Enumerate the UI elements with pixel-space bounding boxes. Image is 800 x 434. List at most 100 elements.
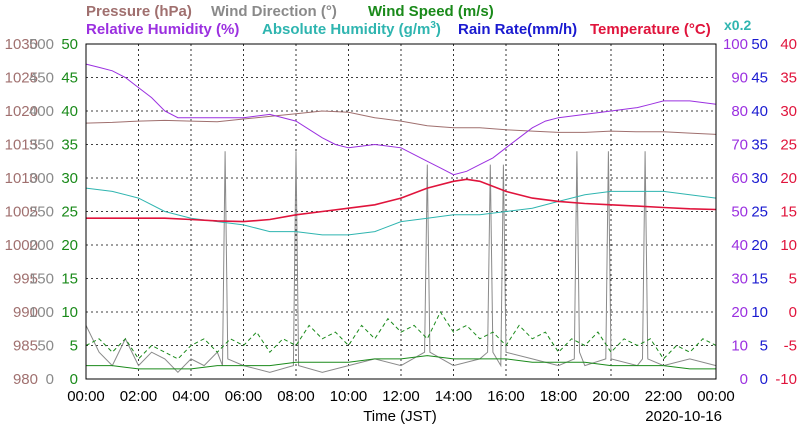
y-tick-label-temperature: -5 [784, 338, 797, 355]
x-axis-labels: 00:00 02:00 04:00 06:00 08:00 10:00 12:00 14:00… [67, 388, 735, 405]
y-tick-label-pressure: 1010 [5, 170, 38, 187]
y-tick-label-rain-rate: 10 [751, 304, 768, 321]
y-tick-label-relative-humidity: 50 [731, 204, 748, 221]
plot-frame [85, 43, 717, 380]
y-tick-label-relative-humidity: 10 [731, 338, 748, 355]
x-tick-label: 06:00 [225, 388, 263, 405]
y-tick-label-rain-rate: 25 [751, 204, 768, 221]
y-tick-label-relative-humidity: 100 [723, 36, 748, 53]
x-axis-title: Time (JST) [363, 408, 437, 425]
y-tick-label-wind-speed: 35 [61, 137, 78, 154]
y-tick-label-temperature: 10 [780, 237, 797, 254]
y-tick-label-wind-direction: 50 [37, 338, 54, 355]
x-tick-label: 02:00 [120, 388, 158, 405]
y-tick-label-relative-humidity: 70 [731, 137, 748, 154]
y-tick-label-pressure: 990 [13, 304, 38, 321]
y-tick-label-pressure: 1000 [5, 237, 38, 254]
y-tick-label-pressure: 1015 [5, 137, 38, 154]
y-tick-label-pressure: 1025 [5, 70, 38, 87]
y-tick-label-relative-humidity: 20 [731, 304, 748, 321]
y-tick-label-rain-rate: 15 [751, 271, 768, 288]
x-tick-label: 22:00 [645, 388, 683, 405]
y-tick-label-wind-direction: 250 [29, 204, 54, 221]
y-tick-label-wind-speed: 40 [61, 103, 78, 120]
y-tick-label-wind-speed: 20 [61, 237, 78, 254]
y-tick-label-relative-humidity: 60 [731, 170, 748, 187]
x-tick-label: 12:00 [382, 388, 420, 405]
y-tick-label-temperature: 0 [789, 304, 797, 321]
y-tick-label-wind-speed: 45 [61, 70, 78, 87]
legend-absolute-humidity-sup: 3 [430, 20, 436, 31]
y-tick-label-pressure: 1020 [5, 103, 38, 120]
y-tick-label-wind-speed: 25 [61, 204, 78, 221]
legend-absolute-humidity: Absolute Humidity (g/m3) [262, 20, 441, 38]
y-tick-label-wind-speed: 0 [70, 371, 78, 388]
y-tick-label-wind-direction: 300 [29, 170, 54, 187]
y-tick-label-pressure: 1030 [5, 36, 38, 53]
legend-relative-humidity: Relative Humidity (%) [86, 21, 239, 38]
x-tick-label: 00:00 [697, 388, 735, 405]
y-tick-label-wind-direction: 200 [29, 237, 54, 254]
x-tick-label: 14:00 [435, 388, 473, 405]
y-tick-label-temperature: 20 [780, 170, 797, 187]
y-tick-label-temperature: 40 [780, 36, 797, 53]
y-tick-label-rain-rate: 45 [751, 70, 768, 87]
legend-rain-rate: Rain Rate(mm/h) [458, 21, 577, 38]
y-tick-label-wind-speed: 15 [61, 271, 78, 288]
grid [86, 44, 716, 379]
legend-absolute-humidity-scale: x0.2 [724, 17, 751, 33]
y-tick-label-pressure: 1005 [5, 204, 38, 221]
x-tick-label: 20:00 [592, 388, 630, 405]
series-line-temperature [86, 178, 717, 223]
y-tick-label-rain-rate: 35 [751, 137, 768, 154]
y-tick-label-wind-direction: 0 [46, 371, 54, 388]
y-tick-label-temperature: 35 [780, 70, 797, 87]
x-tick-label: 10:00 [330, 388, 368, 405]
y-tick-label-pressure: 995 [13, 271, 38, 288]
series-line-wind-direction [85, 151, 717, 374]
y-tick-label-wind-speed: 30 [61, 170, 78, 187]
y-tick-label-rain-rate: 0 [760, 371, 768, 388]
y-tick-label-wind-speed: 50 [61, 36, 78, 53]
y-axis-labels: 9809859909951000100510101015102010251030… [5, 36, 797, 388]
y-tick-label-rain-rate: 20 [751, 237, 768, 254]
legend-pressure: Pressure (hPa) [86, 3, 192, 20]
series-line-wind-speed-max [85, 310, 717, 360]
y-tick-label-wind-direction: 450 [29, 70, 54, 87]
x-tick-label: 04:00 [172, 388, 210, 405]
y-tick-label-wind-direction: 350 [29, 137, 54, 154]
series-line-pressure [85, 110, 717, 135]
series-line-wind-speed-avg [86, 355, 716, 370]
legend-wind-direction: Wind Direction (°) [211, 3, 337, 20]
y-tick-label-wind-direction: 400 [29, 103, 54, 120]
y-tick-label-relative-humidity: 90 [731, 70, 748, 87]
y-tick-label-wind-direction: 500 [29, 36, 54, 53]
legend-absolute-humidity-text: Absolute Humidity (g/m [262, 21, 430, 38]
y-tick-label-rain-rate: 30 [751, 170, 768, 187]
x-tick-label: 16:00 [487, 388, 525, 405]
chart-date: 2020-10-16 [645, 408, 722, 425]
x-tick-label: 08:00 [277, 388, 315, 405]
y-tick-label-wind-speed: 5 [70, 338, 78, 355]
y-tick-label-rain-rate: 40 [751, 103, 768, 120]
y-tick-label-relative-humidity: 0 [740, 371, 748, 388]
y-tick-label-wind-direction: 150 [29, 271, 54, 288]
y-tick-label-relative-humidity: 80 [731, 103, 748, 120]
y-tick-label-pressure: 980 [13, 371, 38, 388]
y-tick-label-rain-rate: 5 [760, 338, 768, 355]
y-tick-label-temperature: 25 [780, 137, 797, 154]
legend-wind-speed: Wind Speed (m/s) [368, 3, 494, 20]
y-tick-label-temperature: 30 [780, 103, 797, 120]
x-tick-label: 18:00 [540, 388, 578, 405]
legend-temperature: Temperature (°C) [590, 21, 711, 38]
y-tick-label-temperature: -10 [775, 371, 797, 388]
y-tick-label-temperature: 5 [789, 271, 797, 288]
x-tick-label: 00:00 [67, 388, 105, 405]
y-tick-label-pressure: 985 [13, 338, 38, 355]
series-line-relative-humidity [85, 63, 717, 176]
y-tick-label-temperature: 15 [780, 204, 797, 221]
legend-absolute-humidity-close: ) [436, 21, 441, 38]
y-tick-label-relative-humidity: 40 [731, 237, 748, 254]
y-tick-label-rain-rate: 50 [751, 36, 768, 53]
